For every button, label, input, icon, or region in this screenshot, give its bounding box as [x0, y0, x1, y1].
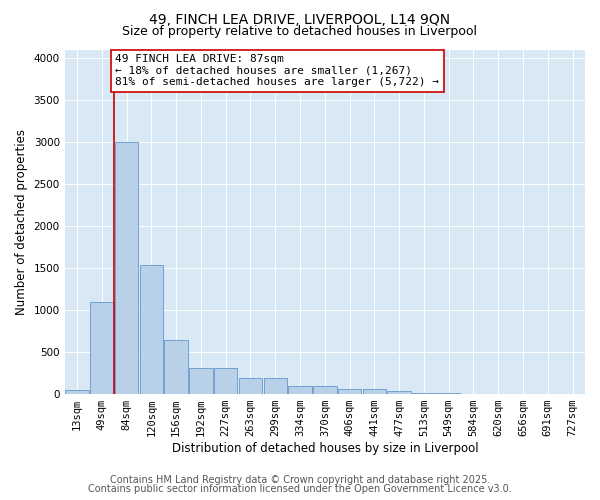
- X-axis label: Distribution of detached houses by size in Liverpool: Distribution of detached houses by size …: [172, 442, 478, 455]
- Bar: [313, 386, 337, 394]
- Text: 49, FINCH LEA DRIVE, LIVERPOOL, L14 9QN: 49, FINCH LEA DRIVE, LIVERPOOL, L14 9QN: [149, 12, 451, 26]
- Bar: [338, 389, 361, 394]
- Text: Size of property relative to detached houses in Liverpool: Size of property relative to detached ho…: [122, 25, 478, 38]
- Bar: [214, 368, 238, 394]
- Bar: [362, 390, 386, 394]
- Text: Contains HM Land Registry data © Crown copyright and database right 2025.: Contains HM Land Registry data © Crown c…: [110, 475, 490, 485]
- Bar: [164, 340, 188, 394]
- Bar: [115, 142, 139, 394]
- Bar: [412, 393, 436, 394]
- Y-axis label: Number of detached properties: Number of detached properties: [15, 129, 28, 315]
- Bar: [189, 368, 213, 394]
- Bar: [90, 302, 113, 394]
- Bar: [239, 378, 262, 394]
- Bar: [263, 378, 287, 394]
- Text: 49 FINCH LEA DRIVE: 87sqm
← 18% of detached houses are smaller (1,267)
81% of se: 49 FINCH LEA DRIVE: 87sqm ← 18% of detac…: [115, 54, 439, 88]
- Bar: [65, 390, 89, 394]
- Text: Contains public sector information licensed under the Open Government Licence v3: Contains public sector information licen…: [88, 484, 512, 494]
- Bar: [437, 393, 460, 394]
- Bar: [388, 391, 411, 394]
- Bar: [288, 386, 312, 394]
- Bar: [140, 265, 163, 394]
